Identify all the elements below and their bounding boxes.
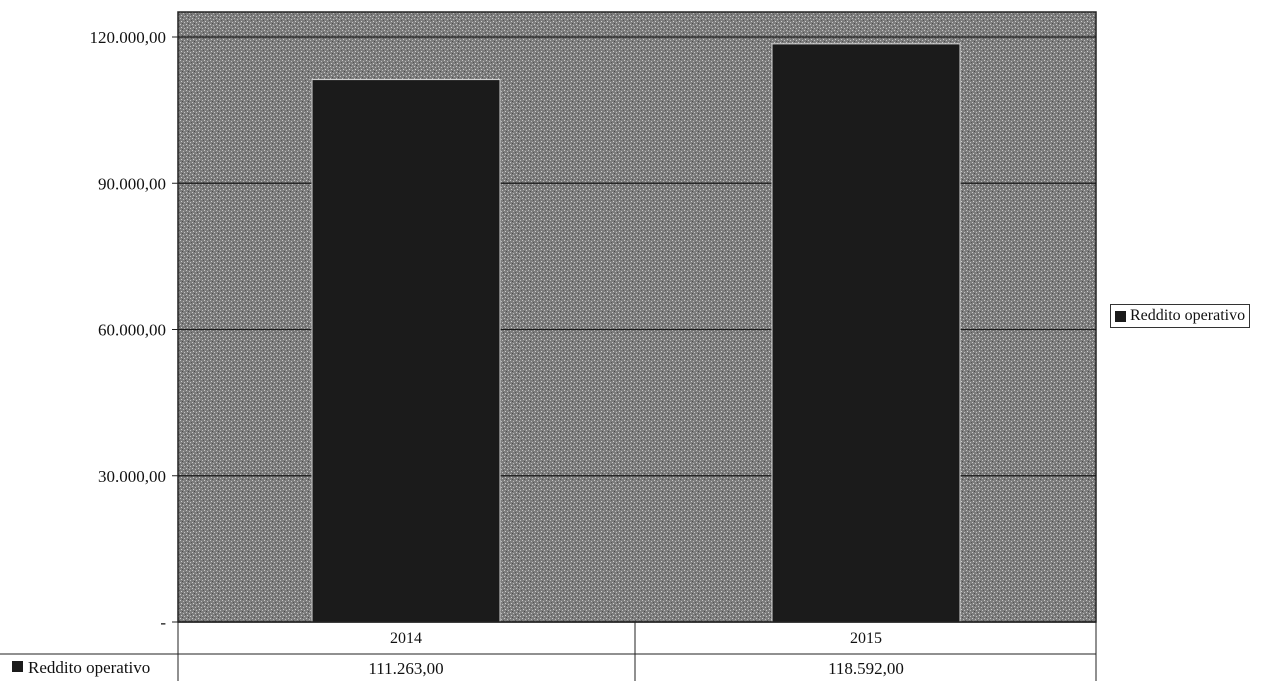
y-axis-ticks: - 30.000,00 60.000,00 90.000,00 120.000,00 — [90, 28, 178, 632]
legend: Reddito operativo — [1110, 304, 1251, 328]
bar — [771, 43, 961, 623]
y-tick-label: 30.000,00 — [98, 467, 166, 486]
table-legend-swatch — [12, 661, 23, 672]
y-tick-label: 60.000,00 — [98, 321, 166, 340]
data-label: 111.263,00 — [368, 659, 443, 678]
y-tick-label: 90.000,00 — [98, 174, 166, 193]
data-label: 118.592,00 — [828, 659, 904, 678]
data-table: 2014 111.263,00 2015 118.592,00 Reddito oper… — [0, 621, 1097, 681]
legend-label: Reddito operativo — [1130, 307, 1246, 324]
bar — [311, 79, 501, 623]
legend-swatch — [1115, 310, 1126, 322]
x-tick-label: 2015 — [850, 630, 882, 647]
table-series-label: Reddito operativo — [28, 658, 150, 677]
x-tick-label: 2014 — [390, 630, 422, 647]
y-tick-label: 120.000,00 — [90, 28, 167, 47]
y-tick-label: - — [160, 613, 166, 632]
